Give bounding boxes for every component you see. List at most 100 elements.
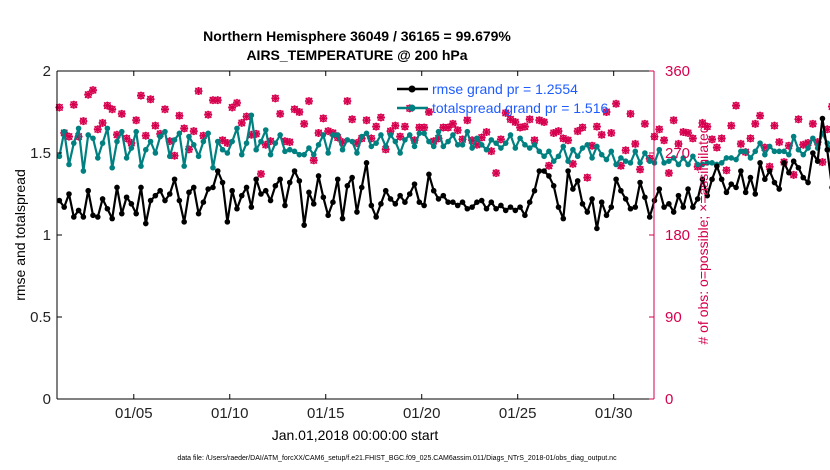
obs-assimilated-marker (823, 125, 830, 134)
rmse-point (358, 184, 365, 191)
obs-assimilated-marker (660, 136, 669, 145)
rmse-point (478, 197, 485, 204)
rmse-point (541, 168, 547, 174)
rmse-point (104, 205, 111, 212)
totalspread-point (512, 145, 519, 151)
totalspread-point (469, 145, 475, 151)
rmse-point (502, 207, 509, 214)
totalspread-point (608, 148, 615, 155)
totalspread-point (166, 153, 173, 160)
obs-assimilated-marker (525, 115, 534, 124)
totalspread-point (747, 155, 754, 161)
totalspread-point (522, 142, 528, 148)
rmse-point (214, 168, 221, 174)
rmse-point (210, 184, 216, 191)
legend-rmse-marker (408, 85, 416, 93)
totalspread-point (728, 155, 735, 161)
totalspread-point (718, 160, 725, 166)
rmse-point (618, 187, 624, 194)
rmse-point (339, 215, 346, 222)
totalspread-point (694, 161, 701, 168)
obs-assimilated-marker (372, 122, 381, 131)
rmse-point (171, 176, 178, 183)
obs-assimilated-marker (712, 143, 721, 152)
totalspread-point (392, 138, 399, 145)
obs-assimilated-marker (285, 138, 294, 147)
obs-assimilated-marker (688, 134, 697, 143)
totalspread-point (378, 132, 384, 138)
obs-assimilated-marker (429, 137, 438, 146)
rmse-point (454, 202, 461, 209)
obs-assimilated-marker (98, 118, 107, 127)
totalspread-point (315, 142, 322, 148)
totalspread-point (493, 140, 499, 146)
rmse-point (66, 191, 72, 197)
y-left-tick-label: 0 (43, 391, 51, 408)
obs-assimilated-marker (703, 122, 712, 131)
obs-assimilated-marker (280, 137, 289, 146)
rmse-point (109, 215, 115, 222)
rmse-point (382, 187, 389, 194)
obs-assimilated-marker (607, 128, 616, 137)
totalspread-point (368, 143, 375, 150)
obs-assimilated-marker (290, 105, 299, 114)
totalspread-point (277, 132, 283, 138)
totalspread-point (229, 138, 235, 145)
obs-assimilated-marker (271, 94, 280, 103)
totalspread-point (358, 133, 365, 140)
totalspread-point (195, 153, 202, 160)
rmse-point (790, 158, 797, 164)
obs-assimilated-marker (396, 132, 405, 141)
rmse-point (661, 204, 667, 210)
totalspread-point (291, 148, 298, 155)
rmse-point (805, 179, 811, 186)
rmse-point (195, 210, 202, 217)
totalspread-point (152, 150, 159, 156)
rmse-point (728, 181, 735, 187)
totalspread-point (128, 145, 135, 151)
rmse-point (714, 163, 720, 169)
obs-assimilated-marker (199, 131, 208, 140)
totalspread-point (498, 145, 504, 151)
obs-assimilated-marker (775, 138, 784, 147)
obs-assimilated-marker (559, 134, 568, 143)
obs-assimilated-marker (746, 134, 755, 143)
obs-assimilated-marker (276, 109, 285, 118)
rmse-point (517, 204, 523, 210)
totalspread-point (459, 142, 466, 148)
totalspread-point (272, 140, 279, 146)
totalspread-point (205, 130, 211, 137)
obs-assimilated-marker (506, 115, 515, 124)
totalspread-point (56, 153, 63, 160)
rmse-point (363, 160, 370, 166)
obs-assimilated-marker (636, 165, 645, 174)
obs-assimilated-marker (588, 141, 597, 150)
obs-assimilated-marker (352, 138, 361, 147)
totalspread-point (186, 133, 192, 140)
totalspread-point (171, 137, 178, 143)
rmse-point (522, 212, 528, 219)
rmse-point (704, 192, 711, 199)
rmse-point (498, 202, 504, 209)
rmse-point (450, 199, 456, 205)
rmse-point (709, 176, 715, 183)
rmse-point (810, 150, 816, 156)
rmse-point (574, 178, 581, 184)
obs-assimilated-marker (578, 123, 587, 132)
obs-assimilated-marker (708, 135, 717, 144)
totalspread-point (733, 156, 739, 163)
obs-assimilated-marker (804, 138, 813, 147)
rmse-point (70, 214, 77, 220)
x-tick-label: 01/30 (595, 405, 633, 422)
rmse-point (344, 183, 351, 189)
chart-title-line1: Northern Hemisphere 36049 / 36165 = 99.6… (203, 28, 511, 44)
totalspread-point (723, 155, 730, 161)
obs-assimilated-marker (612, 99, 621, 108)
obs-assimilated-marker (127, 138, 136, 147)
obs-assimilated-marker (655, 125, 664, 134)
obs-assimilated-marker (727, 121, 736, 130)
y-left-tick-label: 0.5 (30, 309, 51, 326)
obs-assimilated-marker (69, 100, 78, 109)
obs-assimilated-marker (228, 103, 237, 112)
totalspread-point (373, 140, 379, 146)
